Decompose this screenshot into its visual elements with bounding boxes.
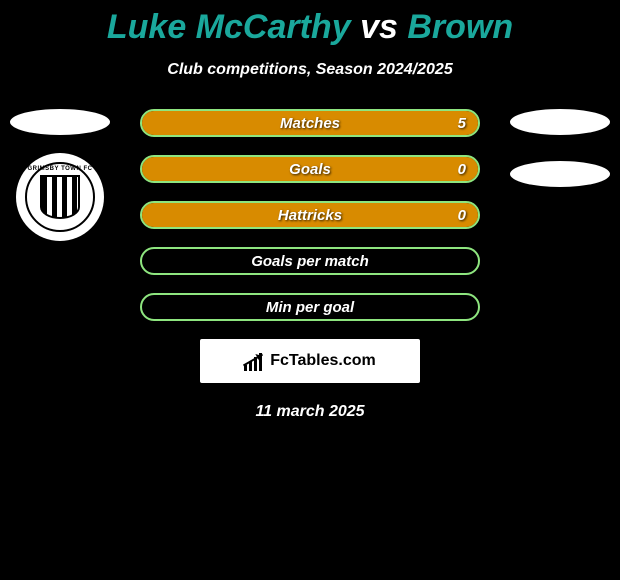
right-player-column — [500, 109, 620, 187]
stat-bar: Min per goal — [140, 293, 480, 321]
date-text: 11 march 2025 — [0, 403, 620, 421]
stat-value-right: 5 — [458, 115, 466, 132]
vs-text: vs — [360, 8, 398, 46]
stat-bar: Goals per match — [140, 247, 480, 275]
subtitle: Club competitions, Season 2024/2025 — [0, 61, 620, 79]
stat-bar: Hattricks 0 — [140, 201, 480, 229]
stat-bars-container: Matches 5 Goals 0 Hattricks 0 Goals per match M… — [140, 109, 480, 321]
stat-bar: Matches 5 — [140, 109, 480, 137]
logo-text: FcTables.com — [270, 352, 376, 370]
stat-bar: Goals 0 — [140, 155, 480, 183]
stat-value-right: 0 — [458, 207, 466, 224]
comparison-infographic: Luke McCarthy vs Brown Club competitions… — [0, 0, 620, 580]
player2-avatar-placeholder — [510, 109, 610, 135]
fctables-logo-box: FcTables.com — [200, 339, 420, 383]
left-player-column: GRIMSBY TOWN FC — [0, 109, 120, 241]
stat-value-right: 0 — [458, 161, 466, 178]
player2-name: Brown — [407, 8, 513, 46]
crest-shield-icon — [40, 175, 80, 219]
player1-club-crest: GRIMSBY TOWN FC — [16, 153, 104, 241]
crest-ring: GRIMSBY TOWN FC — [25, 162, 95, 232]
player1-avatar-placeholder — [10, 109, 110, 135]
stat-label: Matches — [280, 115, 340, 132]
stat-label: Hattricks — [278, 207, 342, 224]
page-title: Luke McCarthy vs Brown — [0, 0, 620, 47]
stat-label: Goals — [289, 161, 331, 178]
crest-label: GRIMSBY TOWN FC — [27, 166, 93, 172]
player2-club-placeholder — [510, 161, 610, 187]
player1-name: Luke McCarthy — [107, 8, 351, 46]
content-area: GRIMSBY TOWN FC Matches 5 Goals 0 Hattricks 0… — [0, 109, 620, 321]
stat-label: Goals per match — [251, 253, 369, 270]
stat-label: Min per goal — [266, 299, 354, 316]
